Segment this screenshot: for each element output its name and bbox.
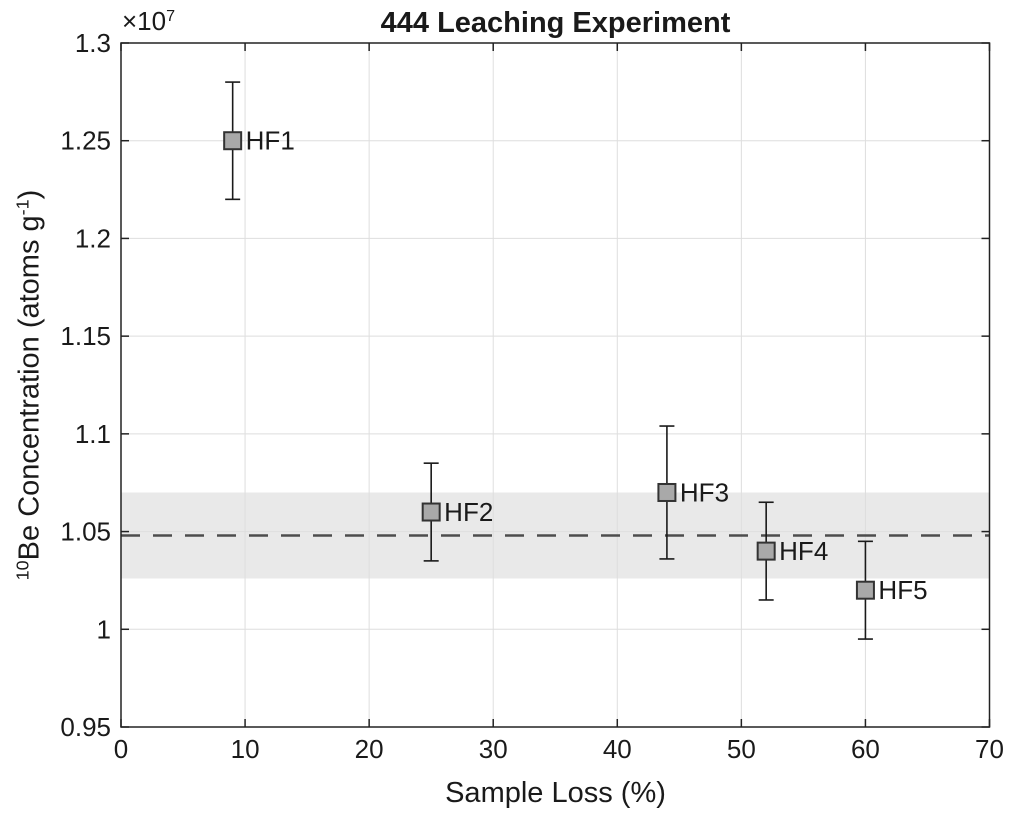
axes-box <box>120 42 991 728</box>
data-marker <box>421 502 441 522</box>
y-tick-label: 0.95 <box>60 712 111 742</box>
y-tick-label: 1.05 <box>60 517 111 547</box>
y-tick-label: 1.25 <box>60 126 111 156</box>
y-exponent-base: ×10 <box>122 6 167 36</box>
chart-title: 444 Leaching Experiment <box>380 7 731 39</box>
x-tick-label: 60 <box>851 734 880 764</box>
x-tick-label: 30 <box>479 734 508 764</box>
y-label-close-paren: ) <box>13 189 46 200</box>
x-axis-label: Sample Loss (%) <box>445 777 666 809</box>
y-axis-exponent: ×107 <box>122 6 175 37</box>
x-tick-label: 50 <box>727 734 756 764</box>
data-marker <box>657 482 677 502</box>
point-label: HF3 <box>680 477 729 507</box>
data-marker <box>223 131 243 151</box>
y-label-superscript-minus1: -1 <box>12 199 33 216</box>
point-label: HF2 <box>444 497 493 527</box>
y-tick-label: 1.3 <box>75 28 111 58</box>
y-label-main: Be Concentration (atoms g <box>13 215 46 561</box>
point-label: HF1 <box>246 126 295 156</box>
x-tick-label: 0 <box>114 734 128 764</box>
data-marker <box>855 580 875 600</box>
y-tick-label: 1 <box>97 614 111 644</box>
y-tick-label: 1.1 <box>75 419 111 449</box>
y-tick-label: 1.15 <box>60 321 111 351</box>
x-tick-label: 70 <box>975 734 1004 764</box>
data-marker <box>756 541 776 561</box>
x-tick-label: 40 <box>603 734 632 764</box>
x-tick-label: 20 <box>355 734 384 764</box>
point-label: HF5 <box>878 575 927 605</box>
y-tick-label: 1.2 <box>75 223 111 253</box>
x-tick-label: 10 <box>231 734 260 764</box>
point-label: HF4 <box>779 536 828 566</box>
y-axis-label: 10Be Concentration (atoms g-1) <box>12 189 47 581</box>
y-exponent-power: 7 <box>166 7 176 26</box>
y-label-superscript-10: 10 <box>12 560 33 581</box>
